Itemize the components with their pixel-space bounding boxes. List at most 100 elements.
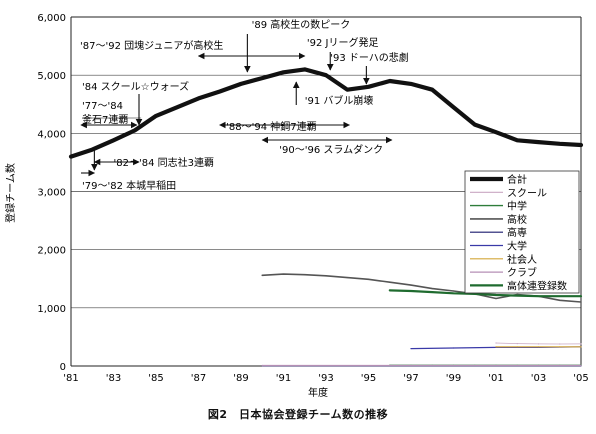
- x-tick-label: '05: [573, 373, 588, 384]
- data-point: [70, 156, 72, 158]
- data-point: [559, 346, 561, 348]
- figure-caption: 図2 日本協会登録チーム数の推移: [207, 408, 389, 421]
- data-point: [495, 346, 497, 348]
- data-point: [559, 295, 561, 297]
- data-point: [325, 275, 327, 277]
- data-point: [580, 343, 582, 345]
- data-point: [452, 292, 455, 294]
- data-point: [261, 77, 263, 79]
- annotation-label: '88～'94 神鋼7連覇: [226, 120, 317, 133]
- annotation-label: '84 スクール☆ウォーズ: [82, 80, 189, 93]
- y-tick-label: 0: [60, 362, 66, 373]
- data-point: [580, 301, 582, 303]
- data-point: [452, 347, 455, 349]
- data-point: [431, 89, 433, 91]
- data-point: [452, 106, 455, 108]
- data-point: [474, 124, 476, 126]
- data-point: [304, 274, 306, 276]
- legend-label: 高体連登録数: [507, 279, 567, 292]
- x-tick-label: '99: [446, 373, 461, 384]
- y-tick-label: 5,000: [37, 71, 66, 82]
- data-point: [495, 294, 497, 296]
- data-point: [580, 364, 582, 367]
- annotation-label: '90～'96 スラムダンク: [279, 143, 383, 156]
- x-tick-label: '89: [233, 373, 248, 384]
- y-tick-label: 1,000: [37, 304, 66, 315]
- data-point: [240, 83, 242, 85]
- x-tick-label: '97: [403, 373, 418, 384]
- data-point: [325, 74, 327, 76]
- data-point: [410, 284, 412, 286]
- annotation-label: '92 Jリーグ発足: [307, 36, 379, 49]
- data-point: [495, 297, 497, 300]
- data-point: [91, 149, 93, 151]
- annotation-label: '79～'82 本城早稲田: [82, 179, 176, 192]
- x-tick-label: '81: [63, 373, 78, 384]
- y-tick-label: 3,000: [37, 188, 66, 199]
- data-point: [410, 347, 412, 350]
- data-point: [516, 343, 518, 345]
- data-point: [580, 346, 582, 348]
- data-point: [516, 295, 518, 297]
- data-point: [389, 80, 391, 82]
- data-point: [261, 274, 263, 276]
- y-axis-label: 登録チーム数: [4, 163, 17, 223]
- data-point: [452, 290, 455, 292]
- x-tick-label: '87: [191, 373, 206, 384]
- data-point: [580, 295, 582, 297]
- data-point: [389, 281, 391, 283]
- annotation-label: '93 ドーハの悲劇: [330, 51, 408, 64]
- x-tick-label: '93: [318, 373, 333, 384]
- data-point: [516, 346, 518, 348]
- legend-label: スクール: [507, 187, 547, 199]
- y-tick-label: 4,000: [37, 129, 66, 140]
- legend-label: 中学: [507, 200, 527, 213]
- data-point: [559, 143, 561, 145]
- data-point: [367, 278, 370, 280]
- annotation-labels: '87～'92 団塊ジュニアが高校生 '89 高校生の数ピーク '92 Jリーグ発足…: [80, 18, 409, 192]
- annotation-arrows: [80, 34, 393, 177]
- data-point: [580, 144, 582, 146]
- x-tick-label: '95: [361, 373, 376, 384]
- data-point: [410, 290, 412, 292]
- y-tick-label: 6,000: [37, 13, 66, 24]
- data-point: [282, 273, 285, 275]
- data-point: [516, 139, 518, 141]
- data-point: [346, 89, 348, 91]
- legend-label: 高校: [507, 213, 527, 226]
- data-point: [537, 141, 540, 143]
- data-point: [134, 129, 136, 132]
- x-tick-label: '85: [148, 373, 163, 384]
- x-axis-label: 年度: [308, 386, 328, 399]
- data-point: [431, 288, 433, 290]
- annotation-label: '77～'84: [82, 101, 123, 112]
- annotation-label: '82～'84 同志社3連覇: [114, 156, 215, 169]
- legend-label: 大学: [507, 240, 527, 253]
- x-tick-labels: '81 '83 '85 '87 '89 '91 '93 '95 '97 '99 '01 '03 '05: [63, 373, 588, 384]
- legend-label: 社会人: [507, 253, 537, 266]
- data-point: [112, 139, 115, 141]
- annotation-label: '91 バブル崩壊: [305, 94, 374, 107]
- data-point: [410, 83, 412, 85]
- data-point: [155, 115, 157, 117]
- series-lines: [68, 67, 584, 367]
- data-point: [304, 68, 306, 70]
- x-tick-label: '01: [488, 373, 503, 384]
- data-point: [537, 343, 540, 345]
- x-tick-label: '83: [106, 373, 121, 384]
- legend-label: クラブ: [507, 266, 537, 279]
- series-line-8: [388, 289, 583, 298]
- data-point: [389, 289, 391, 291]
- annotation-label: 釜石7連覇: [82, 113, 128, 126]
- data-point: [367, 86, 370, 88]
- data-point: [537, 295, 540, 297]
- data-point: [559, 299, 561, 301]
- legend-label: 合計: [507, 173, 527, 186]
- data-point: [197, 97, 200, 100]
- annotation-label: '89 高校生の数ピーク: [252, 18, 351, 31]
- data-point: [219, 90, 221, 93]
- data-point: [559, 343, 561, 345]
- data-point: [474, 293, 476, 295]
- data-point: [495, 342, 497, 344]
